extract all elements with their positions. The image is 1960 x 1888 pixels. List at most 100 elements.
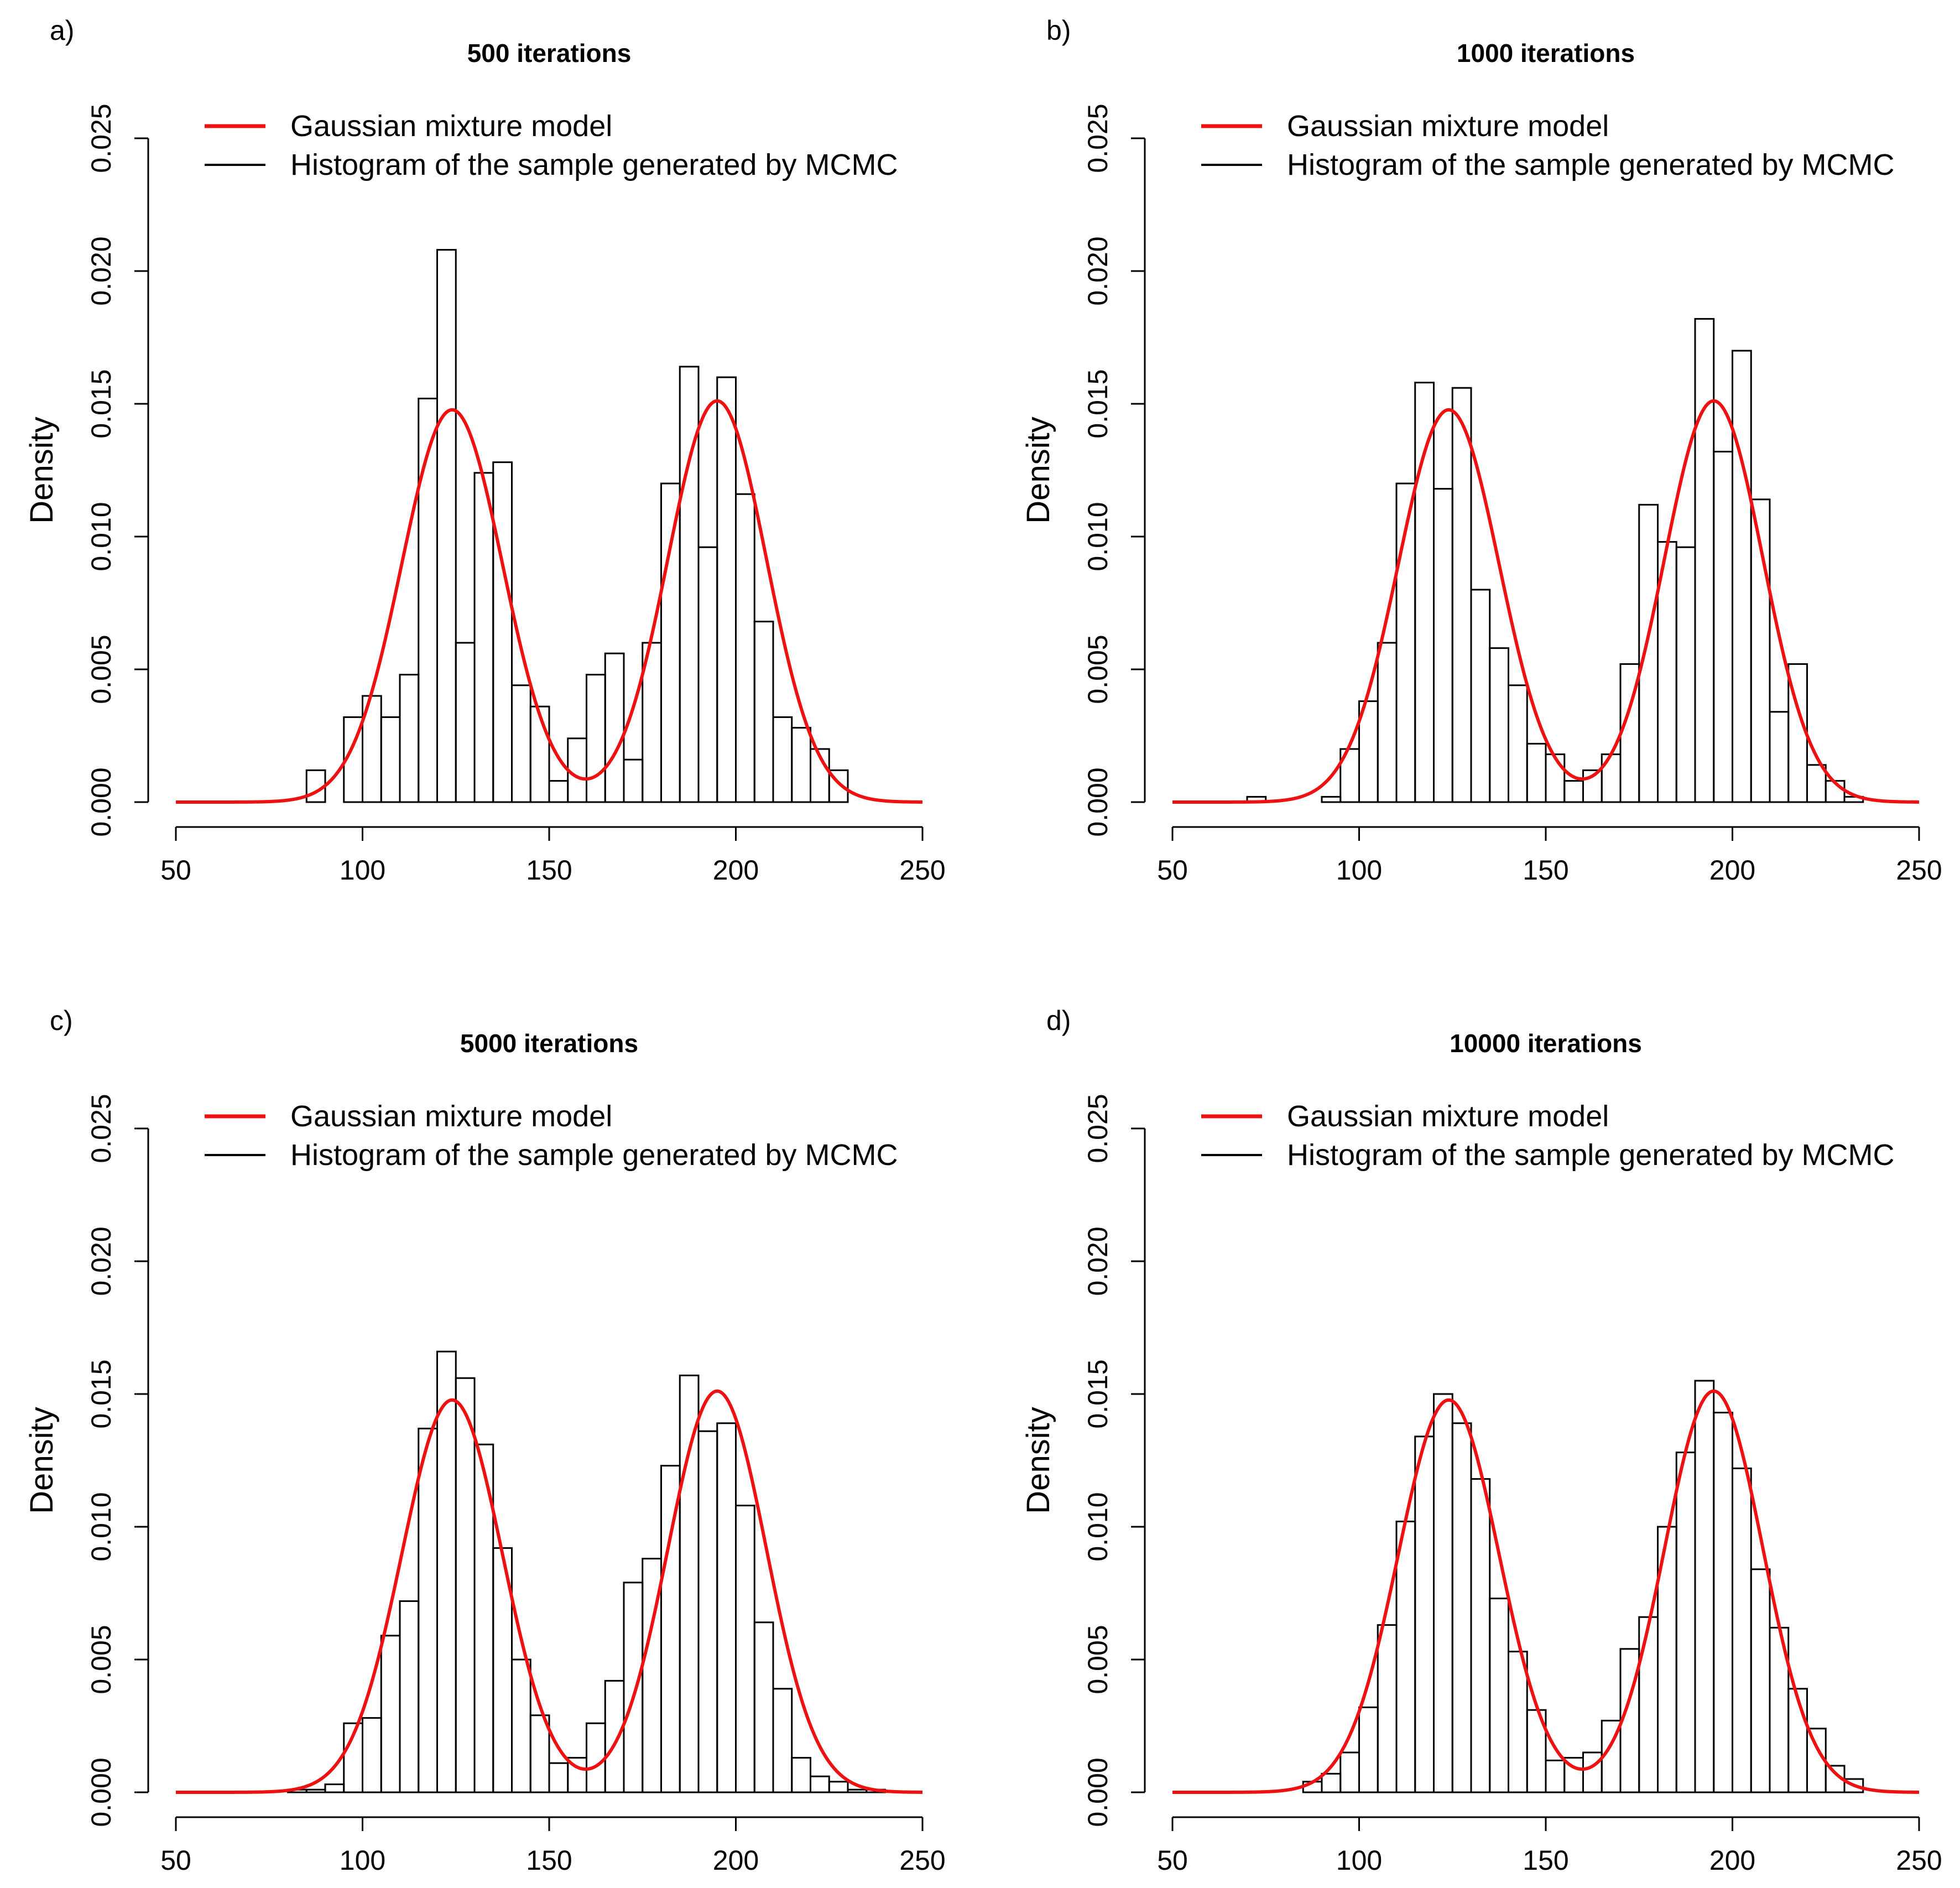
- x-tick-label: 250: [1896, 855, 1942, 886]
- histogram-bar: [1377, 642, 1398, 803]
- y-tick-label: 0.005: [1082, 634, 1113, 704]
- chart-panel-a: a) 500 iterations 50 100 150 200 250 0.000 0.005…: [24, 15, 946, 886]
- x-tick-label: 250: [899, 855, 945, 886]
- chart-title: 500 iterations: [467, 39, 632, 67]
- histogram-bar: [753, 1621, 774, 1793]
- histogram-bar: [1675, 1452, 1696, 1793]
- histogram-bar: [1470, 589, 1491, 803]
- x-tick-label: 50: [160, 1845, 191, 1876]
- histogram-bar: [1713, 1412, 1733, 1793]
- y-tick-label: 0.005: [1082, 1625, 1113, 1694]
- histogram-bar: [1395, 1520, 1416, 1793]
- y-tick-label: 0.000: [1082, 1757, 1113, 1827]
- histogram-bar: [1414, 1435, 1435, 1793]
- histogram-bar: [1732, 350, 1752, 803]
- histogram-bar: [586, 674, 606, 803]
- y-tick-label: 0.010: [86, 1492, 117, 1561]
- histogram-bar: [1451, 1422, 1472, 1793]
- histogram-bar: [660, 482, 681, 803]
- y-tick-label: 0.000: [1082, 767, 1113, 836]
- legend: Gaussian mixture model Histogram of the s…: [1201, 110, 1894, 181]
- x-tick-label: 100: [1336, 1845, 1382, 1876]
- histogram-bar: [772, 1688, 793, 1793]
- histogram-bar: [1321, 795, 1342, 803]
- histogram-bar: [1433, 1393, 1453, 1793]
- histogram-bar: [380, 1635, 401, 1793]
- legend-label: Gaussian mixture model: [1287, 1100, 1609, 1133]
- histogram-bar: [1638, 1616, 1659, 1793]
- y-tick-label: 0.025: [1082, 1094, 1113, 1163]
- histogram-bar: [1601, 753, 1622, 803]
- x-tick-label: 200: [1709, 1845, 1755, 1876]
- histogram-bar: [529, 705, 550, 803]
- histogram-bar: [679, 1374, 700, 1793]
- histogram-bar: [455, 642, 476, 803]
- y-tick-label: 0.020: [86, 236, 117, 305]
- histogram-bar: [529, 1714, 550, 1793]
- histogram-bar: [1545, 1759, 1566, 1793]
- y-tick-label: 0.015: [1082, 369, 1113, 438]
- gaussian-mixture-curve: [176, 399, 923, 804]
- legend-label: Histogram of the sample generated by MCM…: [1287, 1138, 1894, 1172]
- legend: Gaussian mixture model Histogram of the s…: [1201, 1100, 1894, 1172]
- histogram-bar: [1675, 546, 1696, 803]
- histogram-bar: [772, 716, 793, 803]
- histogram-bar: [716, 376, 737, 803]
- histogram-bar: [1321, 1772, 1342, 1793]
- x-tick-label: 100: [1336, 855, 1382, 886]
- histogram-bar: [1451, 387, 1472, 803]
- gaussian-mixture-curve: [176, 1389, 923, 1794]
- legend: Gaussian mixture model Histogram of the s…: [205, 1100, 898, 1172]
- histogram-bar: [791, 727, 811, 803]
- histogram-bar: [399, 674, 420, 803]
- legend-label: Gaussian mixture model: [290, 110, 612, 143]
- histogram-bar: [623, 758, 644, 803]
- y-tick-label: 0.025: [86, 103, 117, 173]
- histogram-bar: [492, 461, 513, 803]
- x-tick-label: 50: [1157, 855, 1188, 886]
- legend-label: Histogram of the sample generated by MCM…: [290, 148, 898, 181]
- histogram-bar: [1433, 488, 1453, 803]
- histogram-bar: [1526, 742, 1547, 803]
- histogram-bar: [1339, 1751, 1360, 1793]
- histogram-bar: [1638, 503, 1659, 803]
- x-tick-label: 150: [1523, 1845, 1568, 1876]
- y-axis-label: Density: [1020, 417, 1056, 523]
- histogram-bar: [660, 1465, 681, 1793]
- histogram-bar: [324, 1783, 345, 1793]
- y-tick-label: 0.000: [86, 767, 117, 836]
- histogram-bar: [1470, 1478, 1491, 1793]
- histogram-bar: [1694, 1380, 1715, 1793]
- chart-panel-b: b) 1000 iterations 50 100 150 200 250 0.000 0.00…: [1020, 15, 1942, 886]
- legend: Gaussian mixture model Histogram of the s…: [205, 110, 898, 181]
- histogram-bar: [1489, 647, 1509, 803]
- y-tick-label: 0.025: [1082, 103, 1113, 173]
- histogram-bar: [1489, 1598, 1509, 1793]
- gaussian-mixture-curve: [1172, 1389, 1920, 1794]
- x-tick-label: 200: [1709, 855, 1755, 886]
- histogram-bar: [810, 1775, 830, 1793]
- y-tick-label: 0.015: [86, 369, 117, 438]
- histogram-bar: [1563, 780, 1584, 803]
- histogram-bar: [623, 1582, 644, 1793]
- histogram-bar: [1769, 711, 1790, 803]
- histogram-bars: [287, 1350, 886, 1793]
- histogram-bar: [436, 1350, 457, 1793]
- histogram-bar: [362, 1717, 382, 1793]
- histogram-bar: [1414, 382, 1435, 803]
- chart-title: 10000 iterations: [1450, 1029, 1642, 1058]
- y-tick-label: 0.015: [86, 1359, 117, 1428]
- histogram-bar: [753, 621, 774, 803]
- y-axis: 0.000 0.005 0.010 0.015 0.020 0.025: [86, 1094, 149, 1827]
- histogram-bar: [1787, 1688, 1808, 1793]
- y-axis: 0.000 0.005 0.010 0.015 0.020 0.025: [86, 103, 149, 837]
- x-tick-label: 150: [1523, 855, 1568, 886]
- histogram-bar: [828, 1781, 849, 1793]
- legend-label: Gaussian mixture model: [290, 1100, 612, 1133]
- y-tick-label: 0.025: [86, 1094, 117, 1163]
- chart-title: 1000 iterations: [1457, 39, 1635, 67]
- histogram-bar: [586, 1722, 606, 1793]
- panel-label: b): [1046, 15, 1071, 46]
